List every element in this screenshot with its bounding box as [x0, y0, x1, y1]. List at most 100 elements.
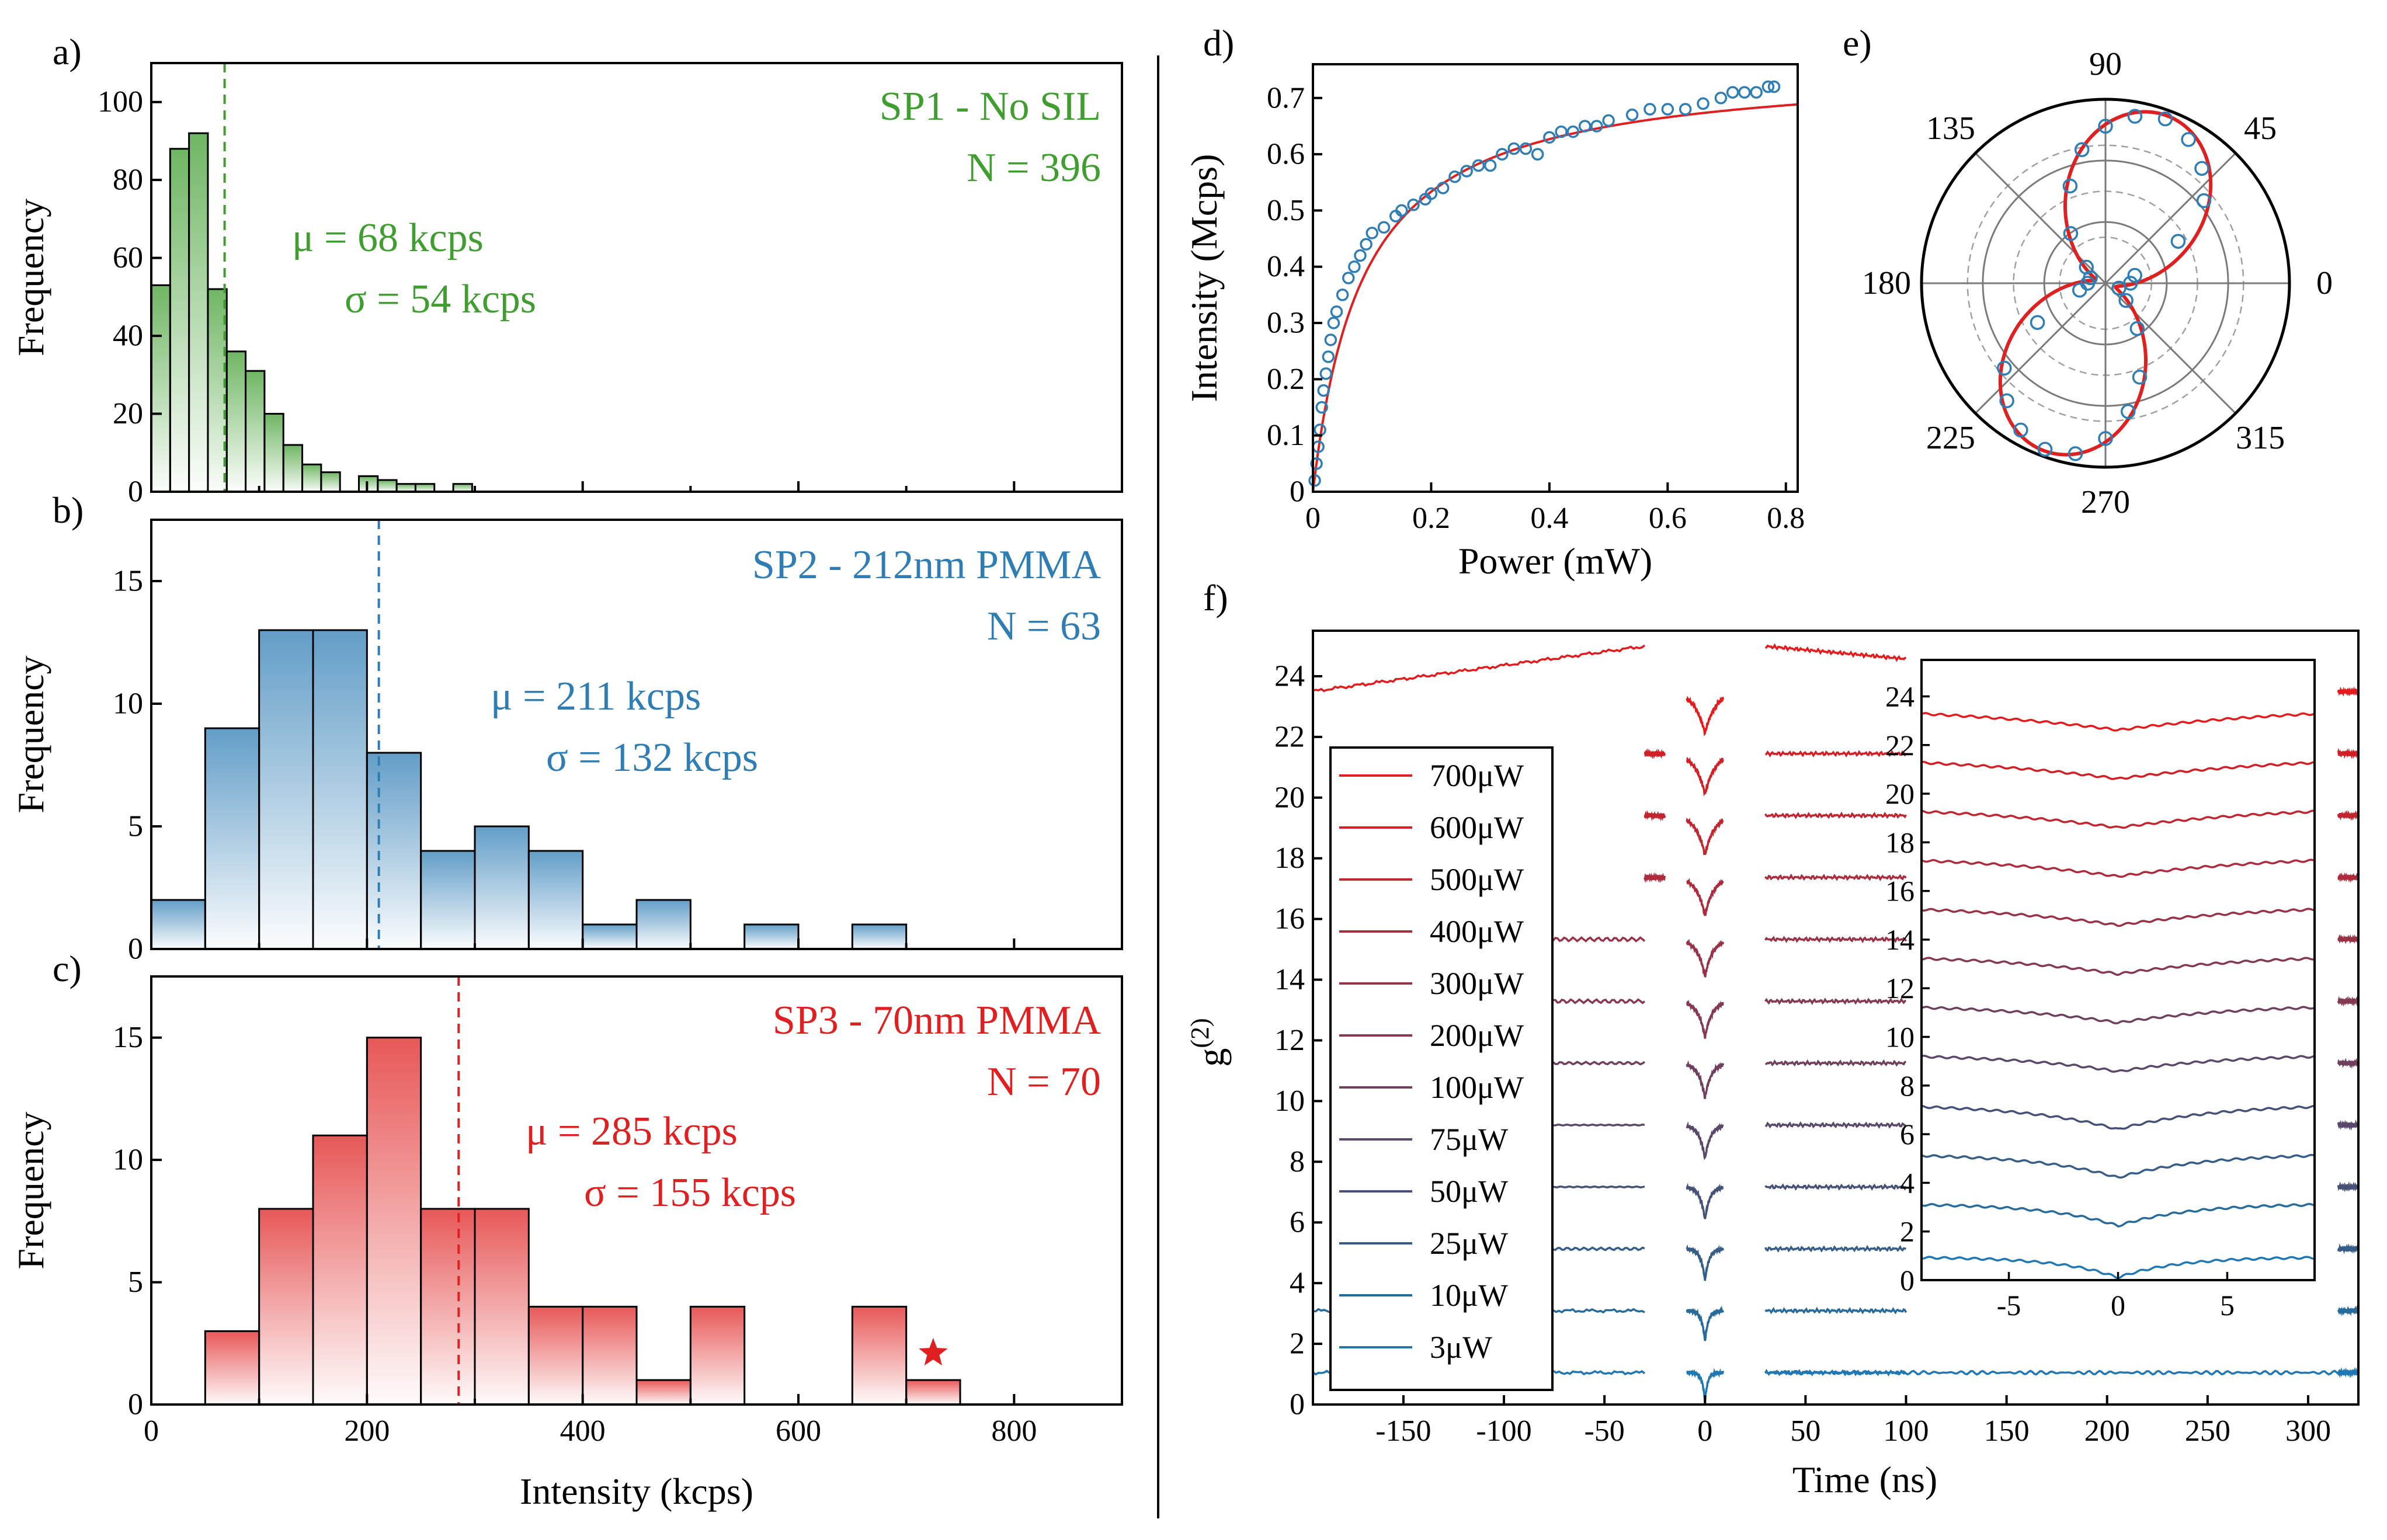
data-point — [1395, 204, 1408, 217]
inset-x-tick-label: 5 — [2220, 1289, 2235, 1322]
histogram-bar — [188, 132, 209, 493]
data-point — [1460, 165, 1473, 178]
histogram-bar — [689, 1305, 746, 1406]
axes-frame — [1312, 63, 1799, 493]
histogram-bar — [301, 463, 322, 493]
histogram-bar — [420, 850, 476, 950]
g2-trace — [1686, 1121, 1724, 1160]
y-tick-label: 0.1 — [1267, 419, 1305, 452]
count-label: N = 70 — [987, 1059, 1101, 1104]
data-point — [1750, 86, 1763, 99]
histogram-bar — [204, 1330, 260, 1406]
polar-panel: e) 90 45 0 315 270 225 180 135 — [1843, 22, 2333, 520]
g2-trace — [2337, 748, 2360, 759]
g2-trace — [1686, 877, 1724, 916]
polar-data-point — [2181, 132, 2196, 147]
y-tick-label: 2 — [1290, 1327, 1305, 1361]
inset-trace — [1921, 1104, 2315, 1130]
histogram-bar — [414, 483, 436, 493]
y-tick-label: 0.3 — [1267, 307, 1305, 340]
legend-label: 75μW — [1430, 1122, 1508, 1157]
histogram-bar — [312, 1134, 368, 1406]
data-point — [1472, 159, 1485, 172]
legend-label: 50μW — [1430, 1174, 1508, 1209]
data-point — [1324, 333, 1337, 346]
y-tick-label: 80 — [113, 164, 143, 197]
x-tick-label: 0.6 — [1649, 502, 1687, 535]
g2-trace — [1686, 1183, 1724, 1219]
polar-angle-label: 180 — [1862, 265, 1911, 301]
legend-label: 600μW — [1430, 810, 1524, 845]
y-tick-label: 24 — [1274, 659, 1305, 693]
y-tick-label: 60 — [113, 241, 143, 274]
y-tick-label: 12 — [1274, 1024, 1305, 1057]
polar-angle-label: 315 — [2236, 420, 2285, 456]
histogram-bar — [258, 1208, 314, 1406]
y-tick-label: 0.2 — [1267, 363, 1305, 396]
x-tick-label: -50 — [1584, 1414, 1624, 1448]
y-tick-label: 0 — [1290, 1388, 1305, 1421]
data-point — [1738, 86, 1751, 99]
y-tick-label: 0 — [1290, 475, 1305, 509]
y-tick-label: 22 — [1274, 720, 1305, 753]
inset-trace — [1921, 1055, 2315, 1073]
data-point — [1519, 142, 1533, 155]
x-tick-label: 0 — [1697, 1414, 1712, 1448]
data-point — [1342, 272, 1355, 284]
y-tick-label: 40 — [113, 319, 143, 353]
x-tick-label: 0 — [144, 1414, 159, 1448]
histogram-bar — [204, 727, 260, 950]
g2-trace — [2337, 809, 2360, 821]
data-point — [1336, 288, 1349, 301]
polar-data-point — [2129, 321, 2145, 336]
count-label: N = 396 — [967, 145, 1101, 190]
polar-data-point — [2062, 178, 2078, 194]
data-point — [1507, 142, 1520, 155]
polar-data-point — [1999, 393, 2014, 409]
histogram-bar — [169, 148, 190, 493]
g2-trace — [1764, 936, 1907, 943]
inset-trace — [1921, 1006, 2315, 1025]
g2-trace — [1686, 1060, 1724, 1100]
inset-y-tick-label: 16 — [1885, 875, 1915, 908]
mean-label: μ = 68 kcps — [292, 215, 484, 260]
data-point — [1315, 401, 1328, 414]
inset-y-tick-label: 22 — [1885, 729, 1915, 762]
x-axis-label: Intensity (kcps) — [520, 1471, 753, 1512]
data-point — [1531, 148, 1544, 161]
histogram-bar — [245, 370, 266, 493]
inset-trace — [1921, 1153, 2315, 1179]
polar-data-point — [1997, 360, 2012, 376]
y-tick-label: 10 — [1274, 1084, 1305, 1118]
g2-trace — [1764, 997, 1906, 1005]
legend-label: 300μW — [1430, 966, 1524, 1001]
inset-trace — [1921, 760, 2315, 780]
y-tick-label: 10 — [113, 1143, 143, 1177]
polar-data-point — [2111, 280, 2127, 296]
inset-trace — [1921, 957, 2315, 976]
y-tick-label: 5 — [128, 1266, 143, 1299]
data-point — [1407, 199, 1420, 211]
polar-data-point — [2157, 111, 2173, 127]
g2-trace — [1686, 756, 1724, 797]
legend-label: 700μW — [1430, 758, 1524, 793]
g2-trace — [1765, 1369, 2359, 1376]
x-tick-label: 600 — [776, 1414, 821, 1448]
histogram-bar — [905, 1379, 961, 1406]
data-point — [1330, 305, 1343, 318]
g2-trace — [1764, 1306, 1907, 1315]
inset-y-tick-label: 4 — [1900, 1166, 1915, 1199]
saturation-panel: d) 0 0.1 0.2 0.3 0.4 0.5 0.6 0.7 0 0.2 0.4 0.6 0.8 Pow… — [1183, 22, 1805, 582]
inset-y-tick-label: 6 — [1900, 1118, 1915, 1150]
data-point — [1483, 159, 1497, 172]
count-label: N = 63 — [987, 604, 1101, 649]
sigma-label: σ = 155 kcps — [584, 1170, 796, 1215]
inset-y-tick-label: 8 — [1900, 1069, 1915, 1102]
y-tick-label: 100 — [98, 85, 143, 119]
histogram-bar — [357, 475, 379, 493]
inset-y-tick-label: 18 — [1885, 826, 1915, 858]
polar-data-point — [2068, 446, 2083, 461]
x-tick-label: 400 — [560, 1414, 606, 1448]
x-tick-label: 0.4 — [1530, 502, 1568, 535]
